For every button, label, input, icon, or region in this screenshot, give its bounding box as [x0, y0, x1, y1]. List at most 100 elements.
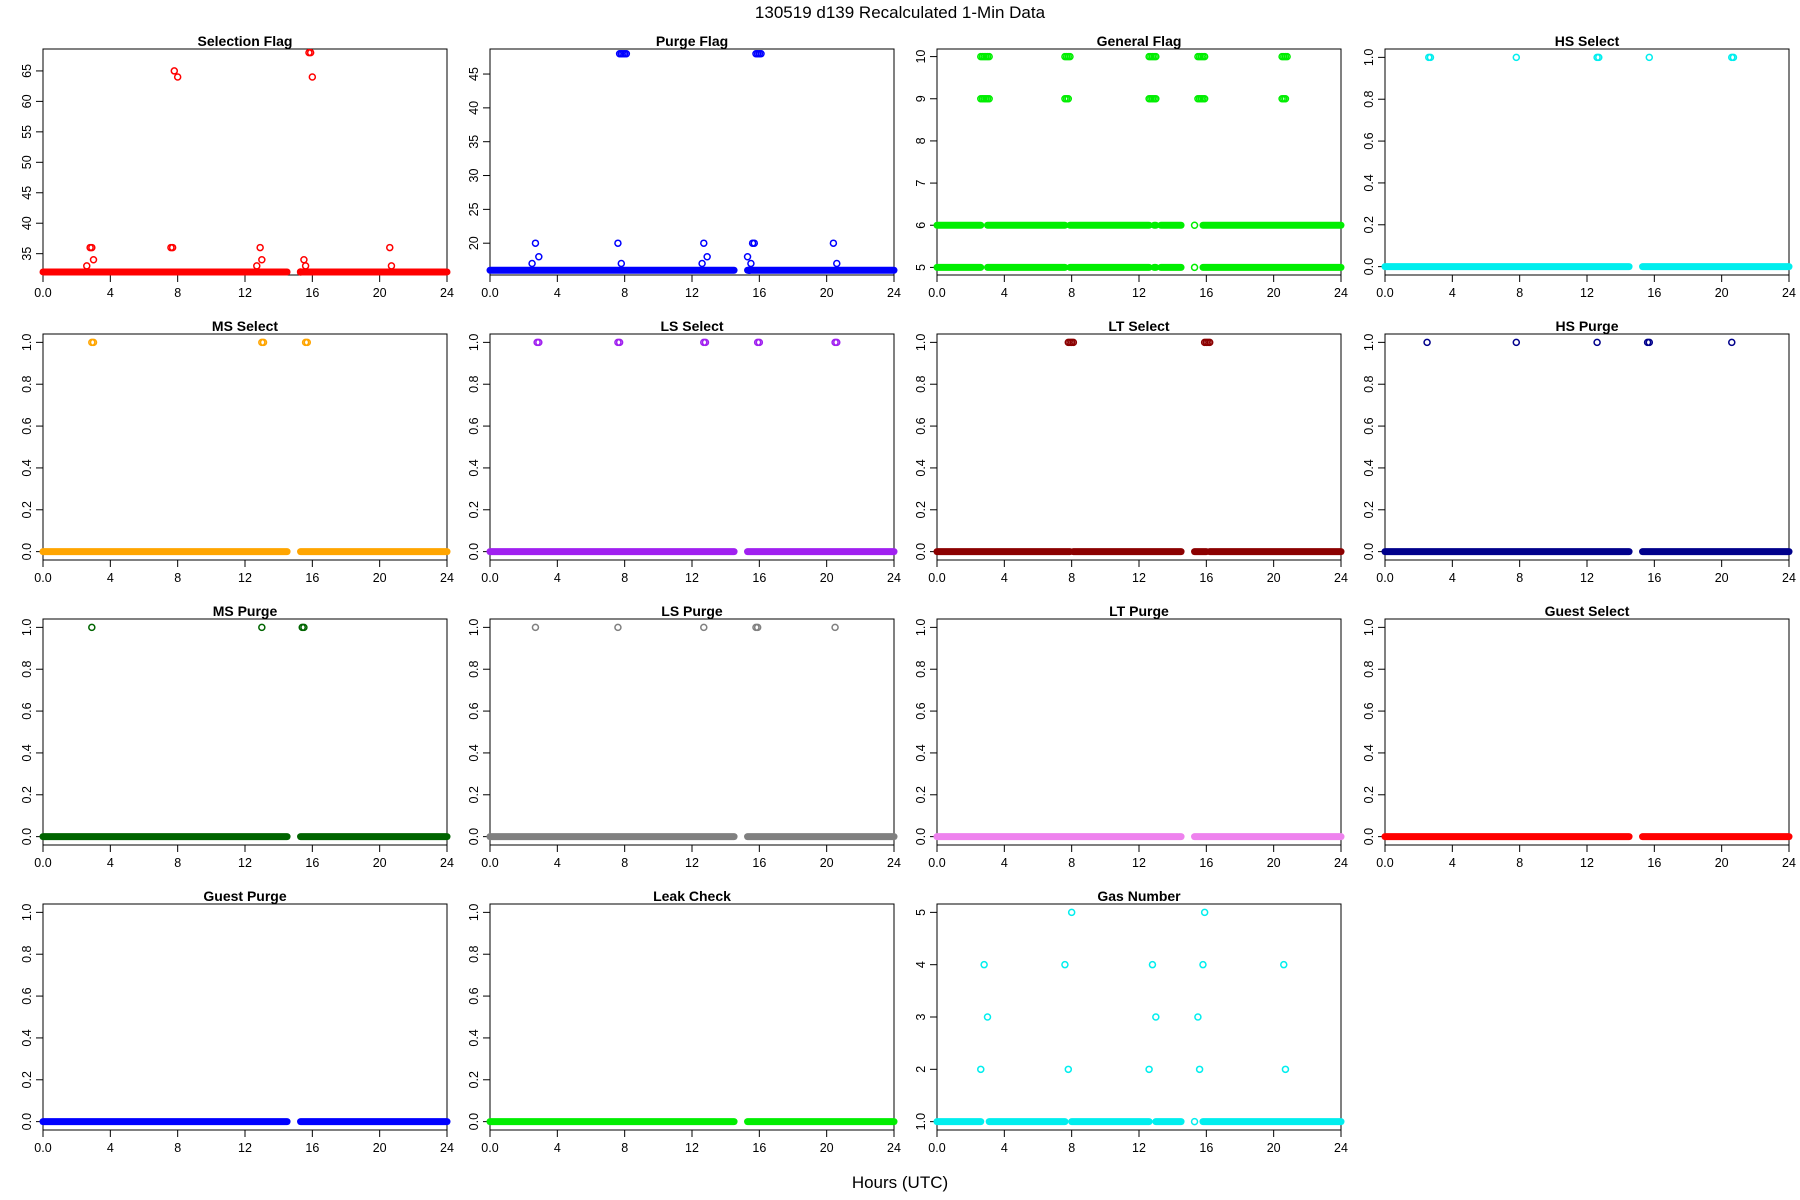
y-tick-label: 2 [914, 1066, 928, 1073]
panel-5: MS Select 0.0 4 8 12 16 20 24 0.0 0.2 0.4 0.6 0.8 1.0 [20, 318, 454, 585]
x-tick-label: 16 [752, 286, 766, 300]
x-tick-label: 24 [1334, 286, 1348, 300]
x-tick-label: 4 [107, 856, 114, 870]
y-tick-label: 3 [914, 1013, 928, 1020]
x-tick-label: 12 [1132, 286, 1146, 300]
data-point [703, 252, 711, 261]
plot-frame [936, 618, 1342, 846]
x-tick-label: 20 [820, 1141, 834, 1155]
plot-frame [936, 333, 1342, 561]
x-tick-label: 0.0 [34, 286, 51, 300]
y-tick-label: 0.6 [914, 702, 928, 719]
x-tick-label: 12 [1580, 856, 1594, 870]
data-point [1645, 53, 1654, 62]
panel-12: Guest Select 0.0 4 8 12 16 20 24 0.0 0.2 0.4 0.6 0.8… [1362, 603, 1796, 870]
x-tick-label: 16 [1647, 856, 1661, 870]
x-tick-label: 12 [685, 1141, 699, 1155]
y-tick-label: 40 [467, 101, 481, 115]
y-tick-label: 1.0 [467, 904, 481, 921]
data-point [622, 49, 631, 58]
x-tick-label: 24 [440, 1141, 454, 1155]
panel-title: HS Select [1555, 33, 1620, 49]
data-point [1190, 221, 1199, 229]
data-point [89, 338, 98, 347]
data-point [1512, 53, 1521, 62]
x-tick-label: 24 [887, 286, 901, 300]
y-tick-label: 0.2 [1362, 216, 1376, 233]
x-tick-label: 20 [373, 1141, 387, 1155]
x-tick-label: 0.0 [481, 1141, 498, 1155]
panel-14: Leak Check 0.0 4 8 12 16 20 24 0.0 0.2 0.4 0.6 0.8 1.… [467, 888, 901, 1155]
x-tick-label: 0.0 [1376, 286, 1393, 300]
y-tick-label: 1.0 [1362, 49, 1376, 66]
y-tick-label: 45 [467, 67, 481, 81]
x-tick-label: 20 [820, 856, 834, 870]
x-tick-label: 4 [1001, 856, 1008, 870]
y-tick-label: 40 [20, 216, 34, 230]
data-point [980, 960, 988, 969]
data-point [1064, 95, 1073, 103]
y-tick-label: 0.4 [20, 1029, 34, 1046]
x-tick-label: 20 [373, 856, 387, 870]
panel-title: General Flag [1097, 33, 1182, 49]
data-point [535, 338, 543, 347]
panel-title: Selection Flag [198, 33, 293, 49]
data-point [833, 338, 841, 347]
data-point [614, 623, 622, 632]
x-tick-label: 8 [621, 856, 628, 870]
y-tick-label: 0.6 [1362, 417, 1376, 434]
y-tick-label: 1.0 [467, 619, 481, 636]
panel-title: MS Purge [213, 603, 278, 619]
x-tick-label: 20 [1715, 856, 1729, 870]
y-tick-label: 65 [20, 64, 34, 78]
data-point [1593, 338, 1601, 347]
data-point [1190, 263, 1199, 272]
plot-frame [936, 903, 1342, 1131]
y-tick-label: 0.6 [1362, 702, 1376, 719]
x-tick-label: 24 [1334, 571, 1348, 585]
data-point [259, 338, 268, 347]
data-point [1281, 95, 1290, 103]
data-point [1066, 52, 1074, 61]
y-tick-label: 0.2 [914, 786, 928, 803]
y-tick-label: 0.8 [1362, 375, 1376, 392]
data-point [386, 243, 394, 252]
data-point [1645, 338, 1654, 347]
x-tick-label: 20 [1715, 286, 1729, 300]
y-tick-label: 1.0 [20, 619, 34, 636]
panel-title: Purge Flag [656, 33, 728, 49]
data-point [1595, 53, 1603, 62]
x-tick-label: 24 [440, 571, 454, 585]
x-tick-label: 16 [1199, 856, 1213, 870]
x-tick-label: 8 [174, 856, 181, 870]
y-tick-label: 0.0 [20, 543, 34, 560]
data-point [1205, 338, 1214, 347]
panel-4: HS Select 0.0 4 8 12 16 20 24 0.0 0.2 0.4 0.6 0.8 1.0 [1362, 33, 1796, 300]
y-tick-label: 0.4 [914, 459, 928, 476]
x-tick-label: 20 [820, 571, 834, 585]
plot-frame [1384, 618, 1790, 846]
data-point [615, 338, 624, 347]
data-point [1200, 908, 1209, 917]
y-tick-label: 0.4 [1362, 459, 1376, 476]
data-point [701, 338, 710, 347]
data-point [258, 623, 266, 632]
x-tick-label: 0.0 [34, 1141, 51, 1155]
y-tick-label: 5 [914, 909, 928, 916]
x-tick-label: 8 [174, 571, 181, 585]
y-tick-label: 1.0 [20, 904, 34, 921]
data-point [985, 52, 993, 61]
panel-13: Guest Purge 0.0 4 8 12 16 20 24 0.0 0.2 0.4 0.6 0.8 1… [20, 888, 454, 1155]
data-point [1729, 53, 1738, 62]
y-tick-label: 4 [914, 961, 928, 968]
x-tick-label: 24 [1782, 571, 1796, 585]
data-point [755, 338, 764, 347]
x-tick-label: 24 [440, 856, 454, 870]
x-tick-label: 16 [1199, 286, 1213, 300]
x-tick-label: 8 [1068, 1141, 1075, 1155]
x-tick-label: 24 [1334, 1141, 1348, 1155]
x-tick-label: 20 [1267, 571, 1281, 585]
y-tick-label: 0.2 [20, 1071, 34, 1088]
y-tick-label: 45 [20, 186, 34, 200]
